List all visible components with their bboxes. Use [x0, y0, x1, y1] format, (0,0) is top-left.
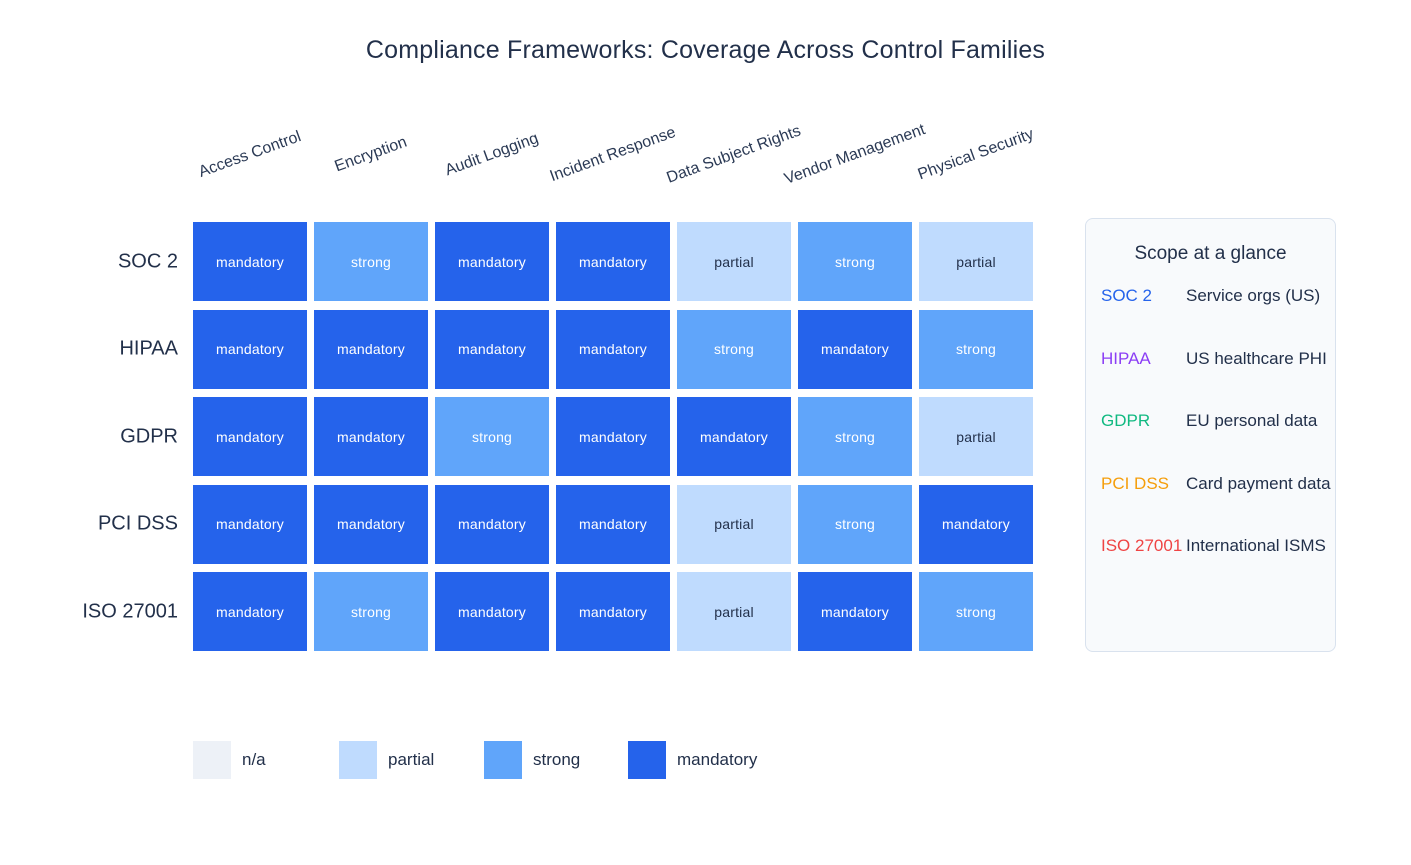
heatmap-cell[interactable]: mandatory: [193, 222, 307, 301]
heatmap-cell[interactable]: mandatory: [435, 222, 549, 301]
heatmap-cell[interactable]: strong: [919, 309, 1033, 389]
heatmap-cell[interactable]: strong: [435, 397, 549, 476]
heatmap-cell[interactable]: mandatory: [556, 309, 670, 389]
heatmap-cell[interactable]: strong: [798, 397, 912, 476]
scope-item-framework: PCI DSS: [1101, 473, 1170, 493]
column-label: Incident Response: [547, 123, 679, 186]
heatmap-cell[interactable]: partial: [677, 572, 791, 651]
row-label: PCI DSS: [97, 512, 178, 535]
legend-item: mandatory: [628, 741, 757, 779]
heatmap-cell[interactable]: strong: [677, 309, 791, 389]
heatmap-grid: mandatory strong mandatory mandatory partial…: [193, 222, 1033, 651]
heatmap-cell[interactable]: mandatory: [677, 397, 791, 476]
chart-title: Compliance Frameworks: Coverage Across C…: [365, 36, 1046, 64]
heatmap-cell[interactable]: mandatory: [556, 397, 670, 476]
column-label: Physical Security: [915, 125, 1036, 184]
scope-panel: Scope at a glance SOC 2 Service orgs (US)…: [1085, 218, 1336, 652]
row-label: GDPR: [120, 425, 178, 447]
heatmap-cell[interactable]: mandatory: [314, 484, 428, 564]
row-label: SOC 2: [117, 250, 178, 272]
scope-item-framework: ISO 27001: [1101, 536, 1183, 555]
heatmap-cell[interactable]: strong: [798, 484, 912, 564]
scope-item-description: US healthcare PHI: [1186, 348, 1327, 368]
heatmap-cell[interactable]: partial: [677, 484, 791, 564]
heatmap-cell[interactable]: strong: [314, 572, 428, 651]
heatmap-cell[interactable]: strong: [798, 222, 912, 301]
heatmap-cell[interactable]: strong: [919, 572, 1033, 651]
scope-item: PCI DSS Card payment data: [1086, 473, 1335, 536]
scope-item: HIPAA US healthcare PHI: [1086, 348, 1335, 411]
heatmap-cell[interactable]: partial: [677, 222, 791, 301]
column-label: Access Control: [196, 128, 304, 181]
heatmap-cell[interactable]: mandatory: [435, 572, 549, 651]
heatmap-cell[interactable]: mandatory: [556, 484, 670, 564]
heatmap-cell[interactable]: mandatory: [556, 222, 670, 301]
scope-item-description: Card payment data: [1186, 473, 1331, 493]
scope-item-framework: GDPR: [1101, 411, 1151, 430]
heatmap-cell[interactable]: mandatory: [798, 572, 912, 651]
heatmap-cell[interactable]: mandatory: [435, 309, 549, 389]
heatmap-cell[interactable]: partial: [919, 222, 1033, 301]
heatmap-cell[interactable]: mandatory: [193, 397, 307, 476]
legend-swatch: [193, 741, 231, 779]
heatmap-cell[interactable]: mandatory: [314, 309, 428, 389]
legend-label: n/a: [242, 750, 266, 769]
heatmap-cell[interactable]: mandatory: [193, 572, 307, 651]
scope-item-framework: HIPAA: [1101, 348, 1151, 368]
legend-item: partial: [339, 741, 434, 779]
row-label: ISO 27001: [82, 600, 178, 622]
scope-panel-title: Scope at a glance: [1134, 243, 1287, 264]
heatmap-cell[interactable]: mandatory: [435, 484, 549, 564]
heatmap-cell[interactable]: mandatory: [556, 572, 670, 651]
scope-item: GDPR EU personal data: [1086, 410, 1335, 473]
legend-label: partial: [388, 750, 435, 769]
legend-item: strong: [484, 741, 580, 779]
heatmap-cell[interactable]: partial: [919, 397, 1033, 476]
heatmap-cell[interactable]: mandatory: [193, 484, 307, 564]
legend-swatch: [484, 741, 522, 779]
column-label: Vendor Management: [782, 121, 928, 188]
heatmap-cell[interactable]: mandatory: [798, 309, 912, 389]
heatmap-cell[interactable]: mandatory: [919, 484, 1033, 564]
heatmap-cell[interactable]: mandatory: [314, 397, 428, 476]
scope-panel-items: SOC 2 Service orgs (US) HIPAA US healthcare…: [1086, 285, 1335, 598]
legend-label: strong: [533, 750, 581, 769]
scope-item-description: International ISMS: [1186, 536, 1326, 555]
column-label: Encryption: [332, 133, 410, 176]
scope-item-description: Service orgs (US): [1186, 286, 1321, 305]
scope-item: SOC 2 Service orgs (US): [1086, 285, 1335, 348]
scope-item-framework: SOC 2: [1101, 286, 1153, 305]
scope-item-description: EU personal data: [1186, 411, 1318, 430]
legend-swatch: [339, 741, 377, 779]
legend-swatch: [628, 741, 666, 779]
legend-label: mandatory: [677, 750, 758, 769]
scope-item: ISO 27001 International ISMS: [1086, 535, 1335, 598]
column-label: Audit Logging: [442, 129, 541, 180]
column-label: Data Subject Rights: [664, 122, 804, 187]
heatmap-cell[interactable]: strong: [314, 222, 428, 301]
row-label: HIPAA: [119, 337, 178, 360]
heatmap-cell[interactable]: mandatory: [193, 309, 307, 389]
legend-item: n/a: [193, 741, 266, 779]
